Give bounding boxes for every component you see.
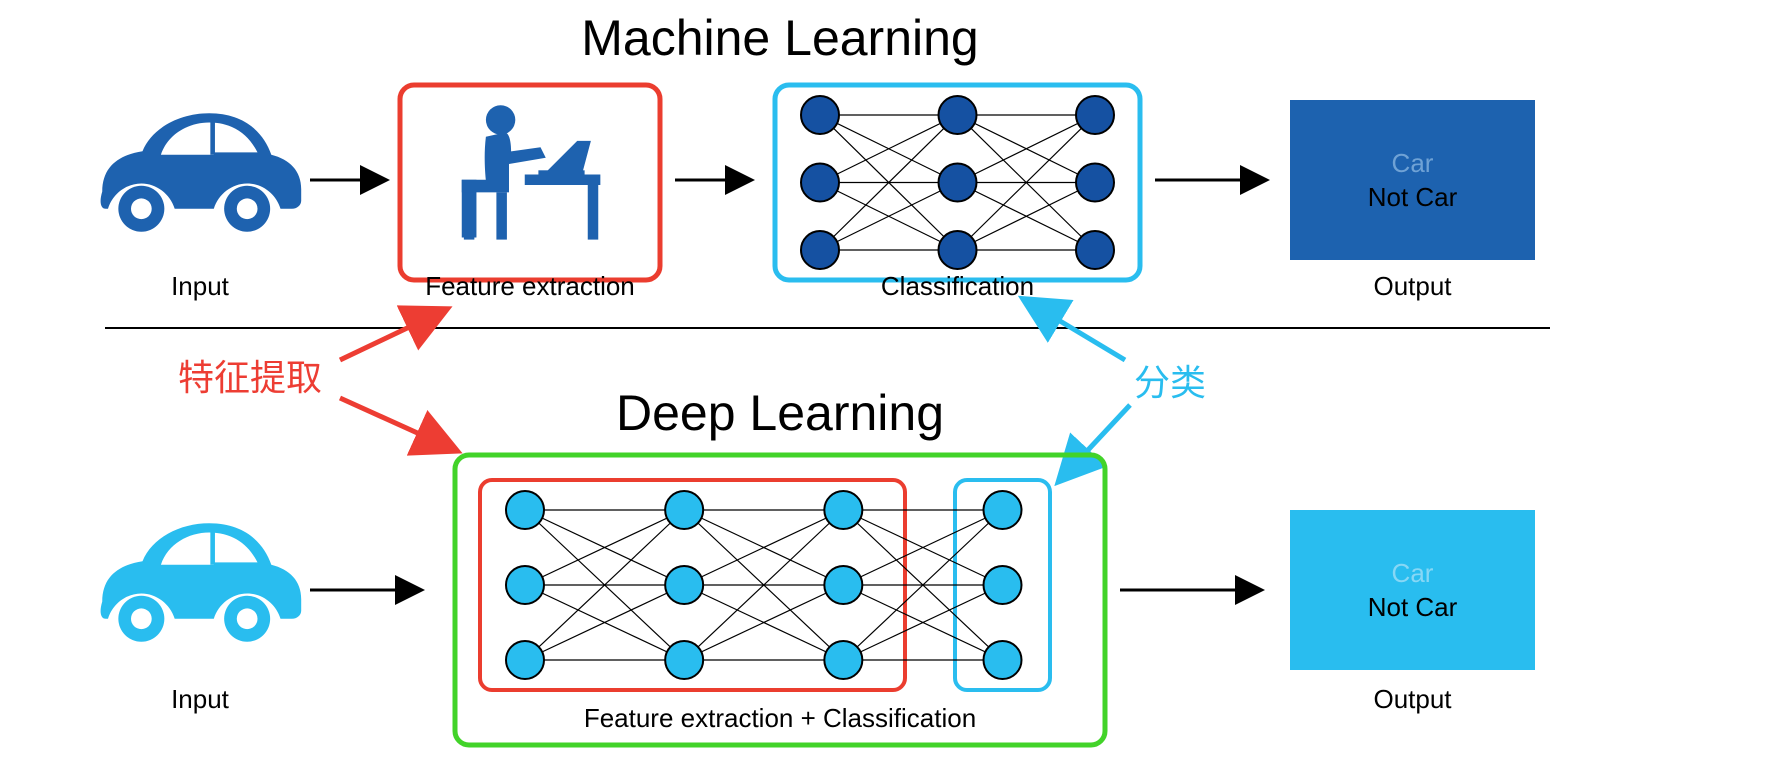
anno-arrow-feature-up bbox=[340, 310, 445, 360]
dl-input-car bbox=[101, 523, 302, 641]
ml-title: Machine Learning bbox=[581, 10, 979, 66]
anno-arrow-feature-down bbox=[340, 398, 455, 450]
ml-input-label: Input bbox=[171, 271, 230, 301]
anno-arrow-class-up bbox=[1025, 300, 1125, 360]
svg-text:Car: Car bbox=[1392, 558, 1434, 588]
ml-input-car bbox=[101, 113, 302, 231]
dl-neural-net bbox=[506, 491, 1022, 679]
dl-output-label: Output bbox=[1373, 684, 1452, 714]
dl-combined-label: Feature extraction + Classification bbox=[584, 703, 976, 733]
dl-output-box: Car Not Car bbox=[1290, 510, 1535, 670]
svg-text:Not Car: Not Car bbox=[1368, 592, 1458, 622]
ml-classification-label: Classification bbox=[881, 271, 1034, 301]
dl-title: Deep Learning bbox=[616, 385, 944, 441]
ml-output-box: Car Not Car bbox=[1290, 100, 1535, 260]
svg-text:Not Car: Not Car bbox=[1368, 182, 1458, 212]
ml-engineer-icon bbox=[462, 105, 601, 239]
anno-feature-zh: 特征提取 bbox=[178, 357, 322, 398]
ml-feature-label: Feature extraction bbox=[425, 271, 635, 301]
anno-class-zh: 分类 bbox=[1134, 362, 1206, 403]
dl-input-label: Input bbox=[171, 684, 230, 714]
ml-neural-net bbox=[801, 96, 1114, 269]
svg-text:Car: Car bbox=[1392, 148, 1434, 178]
anno-arrow-class-down bbox=[1060, 405, 1130, 480]
ml-output-label: Output bbox=[1373, 271, 1452, 301]
